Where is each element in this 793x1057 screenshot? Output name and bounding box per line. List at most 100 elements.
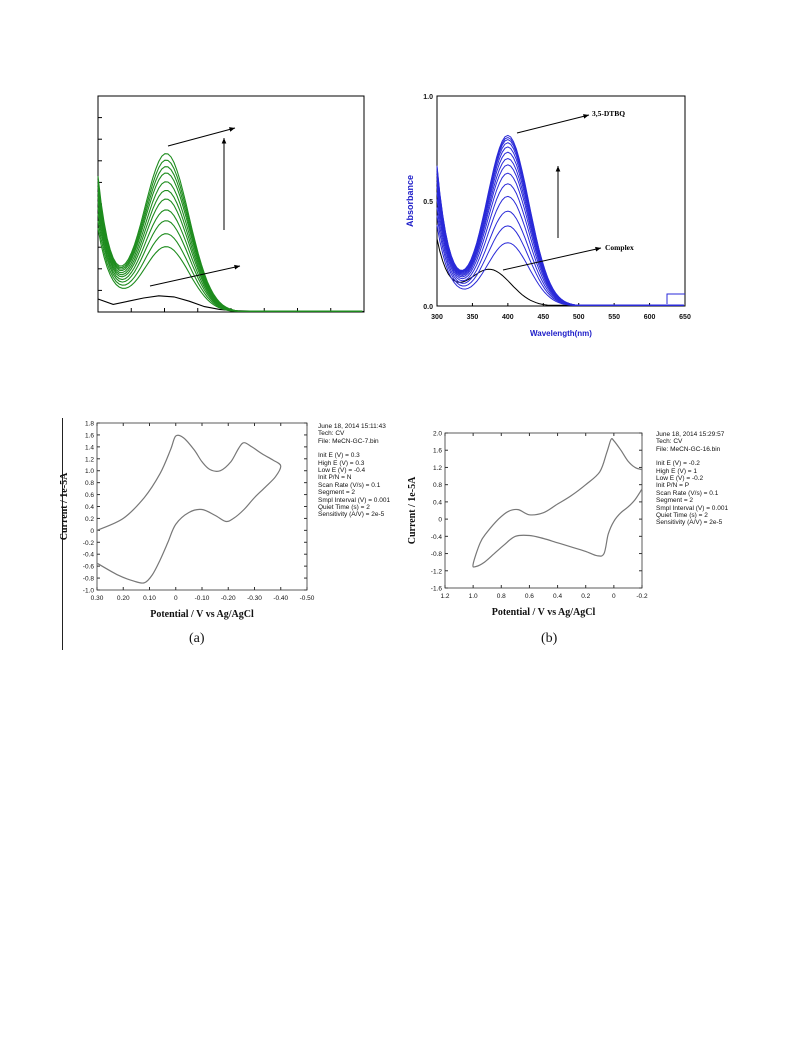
meta-line: File: MeCN-GC-7.bin	[318, 437, 379, 445]
x-tick-label: -0.50	[300, 595, 315, 602]
annotation-dtbq: 3,5-DTBQ	[592, 109, 625, 118]
y-tick-label: 2.0	[433, 431, 442, 438]
spectrum-line	[436, 151, 684, 306]
meta-line: Tech: CV	[656, 438, 683, 446]
meta-line: Sensitivity (A/V) = 2e-5	[318, 511, 385, 519]
x-tick-label: 1.2	[440, 593, 449, 600]
meta-line: Low E (V) = -0.2	[656, 475, 704, 483]
x-tick-label: 500	[573, 314, 585, 321]
x-tick-label: 0.6	[525, 593, 534, 600]
y-tick-label: -0.8	[83, 576, 95, 583]
meta-line: Segment = 2	[318, 489, 356, 497]
y-tick-label: 1.4	[85, 444, 94, 451]
spectrum-line	[436, 172, 684, 306]
y-tick-label: 1.8	[85, 421, 94, 428]
spectrum-line	[97, 153, 363, 312]
caption-b: (b)	[541, 631, 558, 646]
y-tick-label: -0.4	[431, 534, 443, 541]
y-tick-label: 0	[438, 517, 442, 524]
y-tick-label: 1.0	[85, 468, 94, 475]
cv-plot-b: 1.2 1.0 0.8 0.6 0.4 0.2 0 -0.2 2.0 1.6 1.2 0.8 0.4 0 -…	[407, 431, 648, 619]
baseline-arrow	[149, 265, 241, 287]
blue-spectra-plot: 300 350 400 450 500 550 600 650 0.0 0.5 1.0 Wavelen…	[405, 94, 691, 338]
spectrum-line	[97, 207, 363, 312]
meta-line: High E (V) = 0.3	[318, 459, 365, 467]
spectrum-line	[436, 224, 684, 306]
x-axis-label: Potential / V vs Ag/AgCl	[492, 607, 596, 618]
y-tick-label: 0	[90, 528, 94, 535]
x-tick-label: 350	[467, 314, 479, 321]
y-tick-label: -0.2	[83, 540, 95, 547]
cv-trace	[472, 437, 643, 568]
x-axis-label: Wavelength(nm)	[530, 329, 592, 338]
meta-line: Scan Rate (V/s) = 0.1	[656, 489, 719, 497]
y-tick-label: -1.2	[431, 568, 443, 575]
y-tick-label: -0.6	[83, 564, 95, 571]
complex-arrow	[502, 247, 602, 271]
y-tick-label: 1.2	[433, 465, 442, 472]
peak-arrow	[167, 127, 236, 147]
left-border-rule	[62, 418, 63, 650]
meta-line: Quiet Time (s) = 2	[318, 504, 370, 512]
increase-arrow-head	[555, 166, 561, 172]
cv-chart-a: 0.30 0.20 0.10 0 -0.10 -0.20 -0.30 -0.40 -0.50 1.…	[55, 418, 355, 633]
x-tick-label: 550	[608, 314, 620, 321]
y-tick-label: -1.0	[83, 588, 95, 595]
y-tick-label: -1.6	[431, 586, 443, 593]
edge-trace	[666, 293, 685, 304]
x-tick-label: 0.20	[117, 595, 130, 602]
annotation-complex: Complex	[605, 243, 634, 252]
x-tick-label: 0.2	[581, 593, 590, 600]
meta-line: Init P/N = N	[318, 474, 352, 482]
spectrum-line	[436, 136, 684, 306]
meta-line: June 18, 2014 15:11:43	[318, 423, 386, 430]
meta-line: Smpl Interval (V) = 0.001	[318, 496, 391, 504]
spectrum-line	[97, 189, 363, 312]
cv-chart-b: 1.2 1.0 0.8 0.6 0.4 0.2 0 -0.2 2.0 1.6 1.2 0.8 0.4 0 -…	[400, 425, 720, 635]
cv-plot-a: 0.30 0.20 0.10 0 -0.10 -0.20 -0.30 -0.40 -0.501.…	[59, 421, 315, 621]
y-axis-label: Current / 1e-5A	[407, 476, 418, 544]
y-tick-label: 1.6	[85, 432, 94, 439]
complex-arrow-head	[595, 246, 601, 252]
y-tick-label: 0.4	[433, 499, 442, 506]
meta-line: Scan Rate (V/s) = 0.1	[318, 481, 381, 489]
x-tick-label: 0.8	[497, 593, 506, 600]
y-tick-label: -0.8	[431, 551, 443, 558]
spectrum-line	[97, 181, 363, 312]
meta-line: Tech: CV	[318, 430, 345, 438]
y-axis-label: Absorbance	[405, 175, 415, 227]
x-tick-label: 650	[679, 314, 691, 321]
spectrum-line	[436, 142, 684, 306]
x-tick-label: 0	[174, 595, 178, 602]
x-tick-label: 0.30	[91, 595, 104, 602]
meta-line: Init E (V) = -0.2	[656, 460, 700, 468]
x-tick-label: -0.10	[195, 595, 210, 602]
meta-line: Quiet Time (s) = 2	[656, 512, 708, 520]
x-tick-label: 1.0	[469, 593, 478, 600]
meta-line	[656, 453, 728, 460]
x-tick-label: 0	[612, 593, 616, 600]
meta-line: Segment = 2	[656, 497, 694, 505]
cv-a-metadata: June 18, 2014 15:11:43 Tech: CV File: Me…	[318, 423, 390, 519]
x-tick-label: -0.20	[221, 595, 236, 602]
increase-arrow-head	[221, 138, 227, 144]
x-tick-label: 400	[502, 314, 514, 321]
caption-a: (a)	[189, 631, 205, 646]
meta-line	[318, 445, 390, 452]
x-tick-label: 300	[431, 314, 443, 321]
y-tick-label: -0.4	[83, 552, 95, 559]
baseline-arrow-head	[234, 264, 240, 270]
x-tick-label: 0.4	[553, 593, 562, 600]
spectrum-line	[97, 213, 363, 312]
spectrum-line	[436, 134, 684, 306]
x-tick-label: 600	[644, 314, 656, 321]
x-tick-label: -0.40	[273, 595, 288, 602]
meta-line: Init P/N = P	[656, 482, 690, 490]
meta-line: High E (V) = 1	[656, 467, 698, 475]
x-tick-label: 0.10	[143, 595, 156, 602]
y-tick-label: 0.8	[85, 480, 94, 487]
y-tick-label: 1.2	[85, 456, 94, 463]
spectrum-line	[436, 157, 684, 306]
x-axis-label: Potential / V vs Ag/AgCl	[150, 609, 254, 620]
x-tick-label: -0.30	[247, 595, 262, 602]
